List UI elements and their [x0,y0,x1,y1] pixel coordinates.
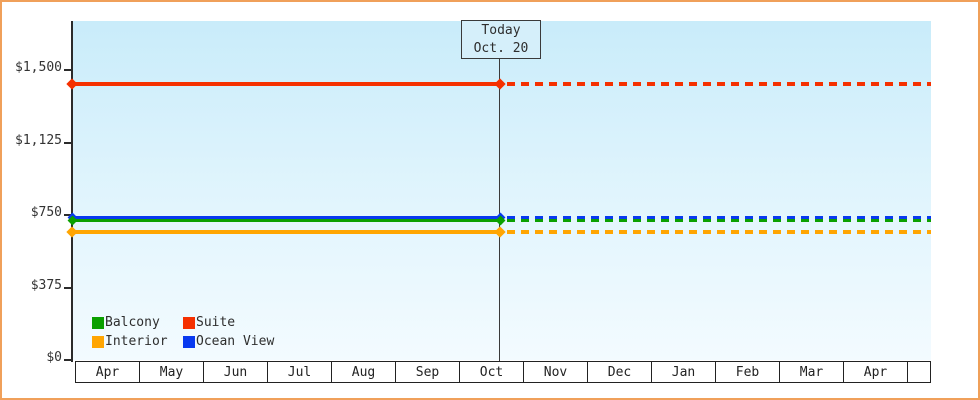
legend-item-suite: Suite [183,315,292,330]
y-tick-label: $0 [46,350,62,365]
x-axis-month-partial [908,362,930,382]
series-line-dashed-balcony [507,219,931,223]
today-vertical-line [499,59,500,361]
y-tick-mark [64,141,72,144]
legend-item-balcony: Balcony [92,315,183,330]
series-line-dashed-suite [507,81,931,86]
x-axis-month-2: Jun [204,362,268,382]
series-line-solid-suite [72,81,500,86]
x-axis-month-1: May [140,362,204,382]
y-tick-mark [64,69,72,71]
y-tick-label: $750 [30,205,62,220]
legend-swatch-icon [92,316,104,329]
legend-label: Ocean View [196,334,275,349]
legend-label: Interior [105,334,168,349]
y-axis [71,21,73,362]
legend-swatch-icon [92,335,104,348]
today-label: Today [481,23,521,38]
x-axis-month-8: Dec [588,362,652,382]
x-axis-month-6: Oct [460,362,524,382]
x-axis-month-11: Mar [780,362,844,382]
x-axis-month-0: Apr [76,362,140,382]
legend-swatch-icon [183,316,195,329]
y-tick-mark [64,214,72,216]
x-axis-month-4: Aug [332,362,396,382]
series-line-solid-interior [72,230,500,235]
legend-item-interior: Interior [92,334,183,349]
y-tick-label: $1,125 [15,132,62,148]
today-date-box: Today Oct. 20 [461,20,541,59]
y-tick-label: $375 [30,277,62,293]
legend-label: Suite [196,315,236,330]
x-axis-month-band: Apr May Jun Jul Aug Sep Oct Nov Dec Jan Feb Mar Apr [75,361,931,383]
series-line-dashed-interior [507,230,931,235]
x-axis-month-3: Jul [268,362,332,382]
x-axis-month-5: Sep [396,362,460,382]
x-axis-month-7: Nov [524,362,588,382]
plot-background [73,21,931,360]
x-axis-month-12: Apr [844,362,908,382]
legend: Balcony Suite Interior Ocean View [92,313,292,353]
series-line-dashed-ocean-view [507,216,931,220]
series-line-solid-balcony [72,219,500,223]
today-date: Oct. 20 [473,41,529,56]
x-axis-month-10: Feb [716,362,780,382]
series-line-solid-ocean-view [72,216,500,220]
x-axis-month-9: Jan [652,362,716,382]
y-tick-mark [64,286,72,289]
legend-item-ocean-view: Ocean View [183,334,292,349]
legend-label: Balcony [105,315,160,330]
legend-swatch-icon [183,335,195,348]
y-tick-mark [64,359,72,361]
y-tick-label: $1,500 [15,60,62,75]
